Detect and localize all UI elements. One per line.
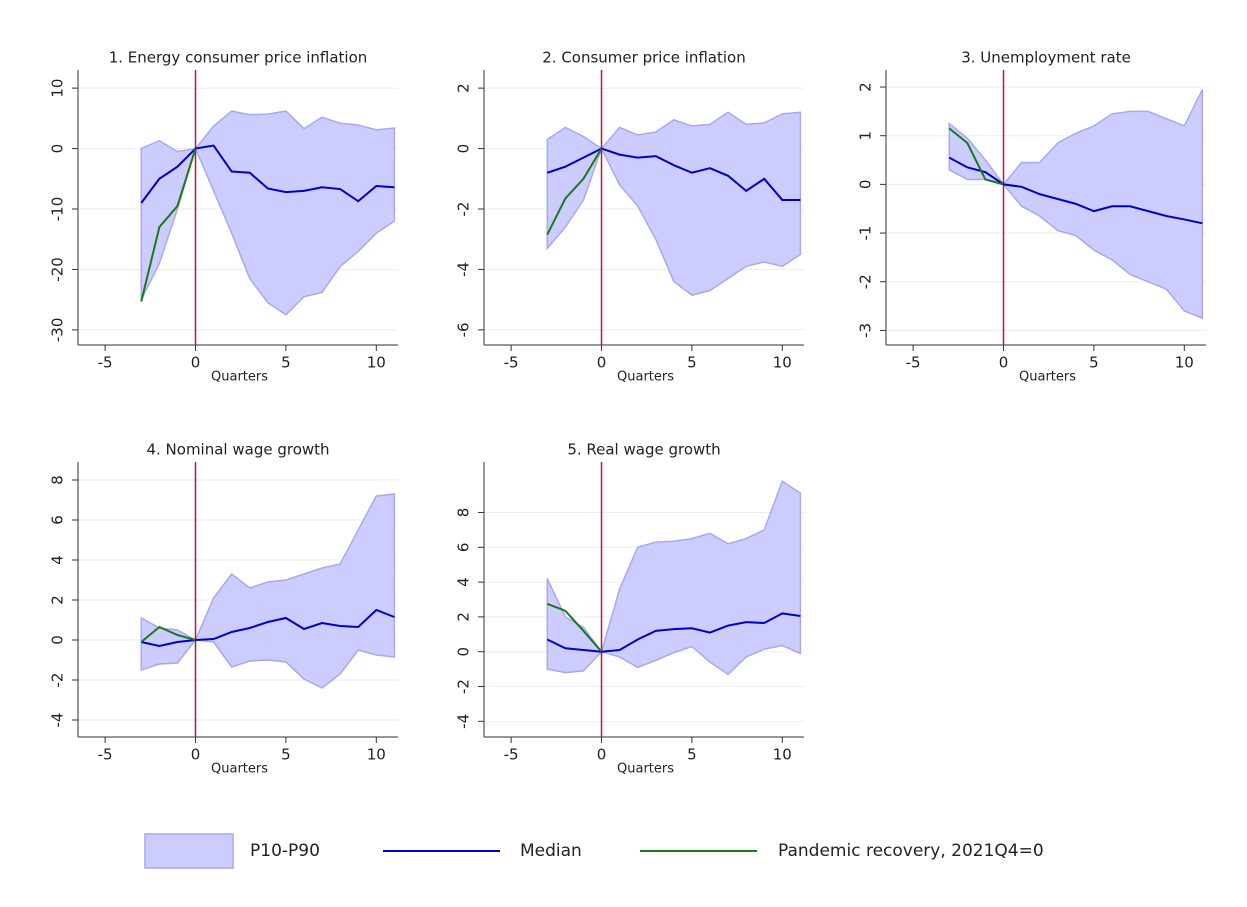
x-tick-label: -5 (504, 746, 519, 764)
legend-swatch (144, 833, 234, 869)
legend-label: P10-P90 (250, 841, 320, 861)
series-line (546, 602, 603, 653)
x-tick-label: 5 (687, 354, 697, 372)
x-tick-label: 10 (367, 354, 386, 372)
y-tick-label: -2 (455, 679, 473, 694)
y-tick-label: 0 (49, 635, 67, 645)
y-tick-label: 10 (49, 79, 67, 98)
panel-title: 2. Consumer price inflation (542, 49, 745, 67)
y-tick-label: -2 (455, 202, 473, 217)
series-line (140, 144, 395, 204)
y-tick-label: 8 (49, 475, 67, 485)
y-tick-label: 0 (857, 180, 875, 190)
series-line (948, 127, 1004, 186)
y-tick-label: -20 (49, 257, 67, 282)
y-tick-label: 2 (455, 612, 473, 622)
x-tick-label: 0 (999, 354, 1009, 372)
y-tick-label: 4 (49, 555, 67, 565)
x-tick-label: 10 (773, 746, 792, 764)
x-tick-label: 0 (597, 746, 607, 764)
series-line (140, 148, 197, 302)
y-tick-label: 2 (49, 595, 67, 605)
y-tick-label: -2 (49, 673, 67, 688)
series-line (141, 608, 395, 648)
x-tick-label: 0 (191, 354, 201, 372)
panel-title: 1. Energy consumer price inflation (109, 49, 368, 67)
y-tick-label: -3 (857, 323, 875, 338)
x-axis-label: Quarters (211, 370, 268, 385)
y-tick-label: 1 (857, 131, 875, 141)
legend-label: Pandemic recovery, 2021Q4=0 (778, 841, 1044, 861)
y-tick-label: 6 (49, 515, 67, 525)
y-tick-label: 2 (455, 83, 473, 93)
series-line (546, 147, 801, 201)
y-tick-label: 2 (857, 82, 875, 92)
panel-title: 5. Real wage growth (567, 441, 720, 459)
series-line (546, 148, 603, 236)
series-line (140, 625, 196, 643)
band (140, 110, 396, 316)
band (546, 479, 802, 676)
y-tick-label: -1 (857, 226, 875, 241)
x-tick-label: 5 (1089, 354, 1099, 372)
x-tick-label: 10 (773, 354, 792, 372)
x-tick-label: 5 (687, 746, 697, 764)
band (546, 111, 802, 296)
y-tick-label: -2 (857, 274, 875, 289)
x-tick-label: -5 (504, 354, 519, 372)
y-tick-label: -4 (49, 713, 67, 728)
x-tick-label: 5 (281, 354, 291, 372)
x-tick-label: -5 (98, 354, 113, 372)
x-axis-label: Quarters (1019, 370, 1076, 385)
y-tick-label: 0 (49, 144, 67, 154)
series-line (948, 156, 1203, 225)
x-tick-label: 0 (597, 354, 607, 372)
panel-title: 4. Nominal wage growth (146, 441, 329, 459)
series-line (546, 612, 801, 653)
x-axis-label: Quarters (617, 370, 674, 385)
y-tick-label: 0 (455, 144, 473, 154)
y-tick-label: -4 (455, 714, 473, 729)
x-tick-label: 0 (191, 746, 201, 764)
x-tick-label: 10 (1175, 354, 1194, 372)
x-tick-label: -5 (98, 746, 113, 764)
x-tick-label: 10 (367, 746, 386, 764)
y-tick-label: 4 (455, 577, 473, 587)
band (140, 493, 396, 689)
y-tick-label: 0 (455, 647, 473, 657)
x-tick-label: 5 (281, 746, 291, 764)
x-axis-label: Quarters (617, 762, 674, 777)
y-tick-label: -30 (49, 318, 67, 343)
legend-label: Median (520, 841, 582, 861)
x-axis-label: Quarters (211, 762, 268, 777)
x-tick-label: -5 (906, 354, 921, 372)
y-tick-label: -10 (49, 197, 67, 222)
y-tick-label: 6 (455, 543, 473, 553)
y-tick-label: 8 (455, 508, 473, 518)
y-tick-label: -4 (455, 262, 473, 277)
panel-title: 3. Unemployment rate (961, 49, 1131, 67)
y-tick-label: -6 (455, 322, 473, 337)
